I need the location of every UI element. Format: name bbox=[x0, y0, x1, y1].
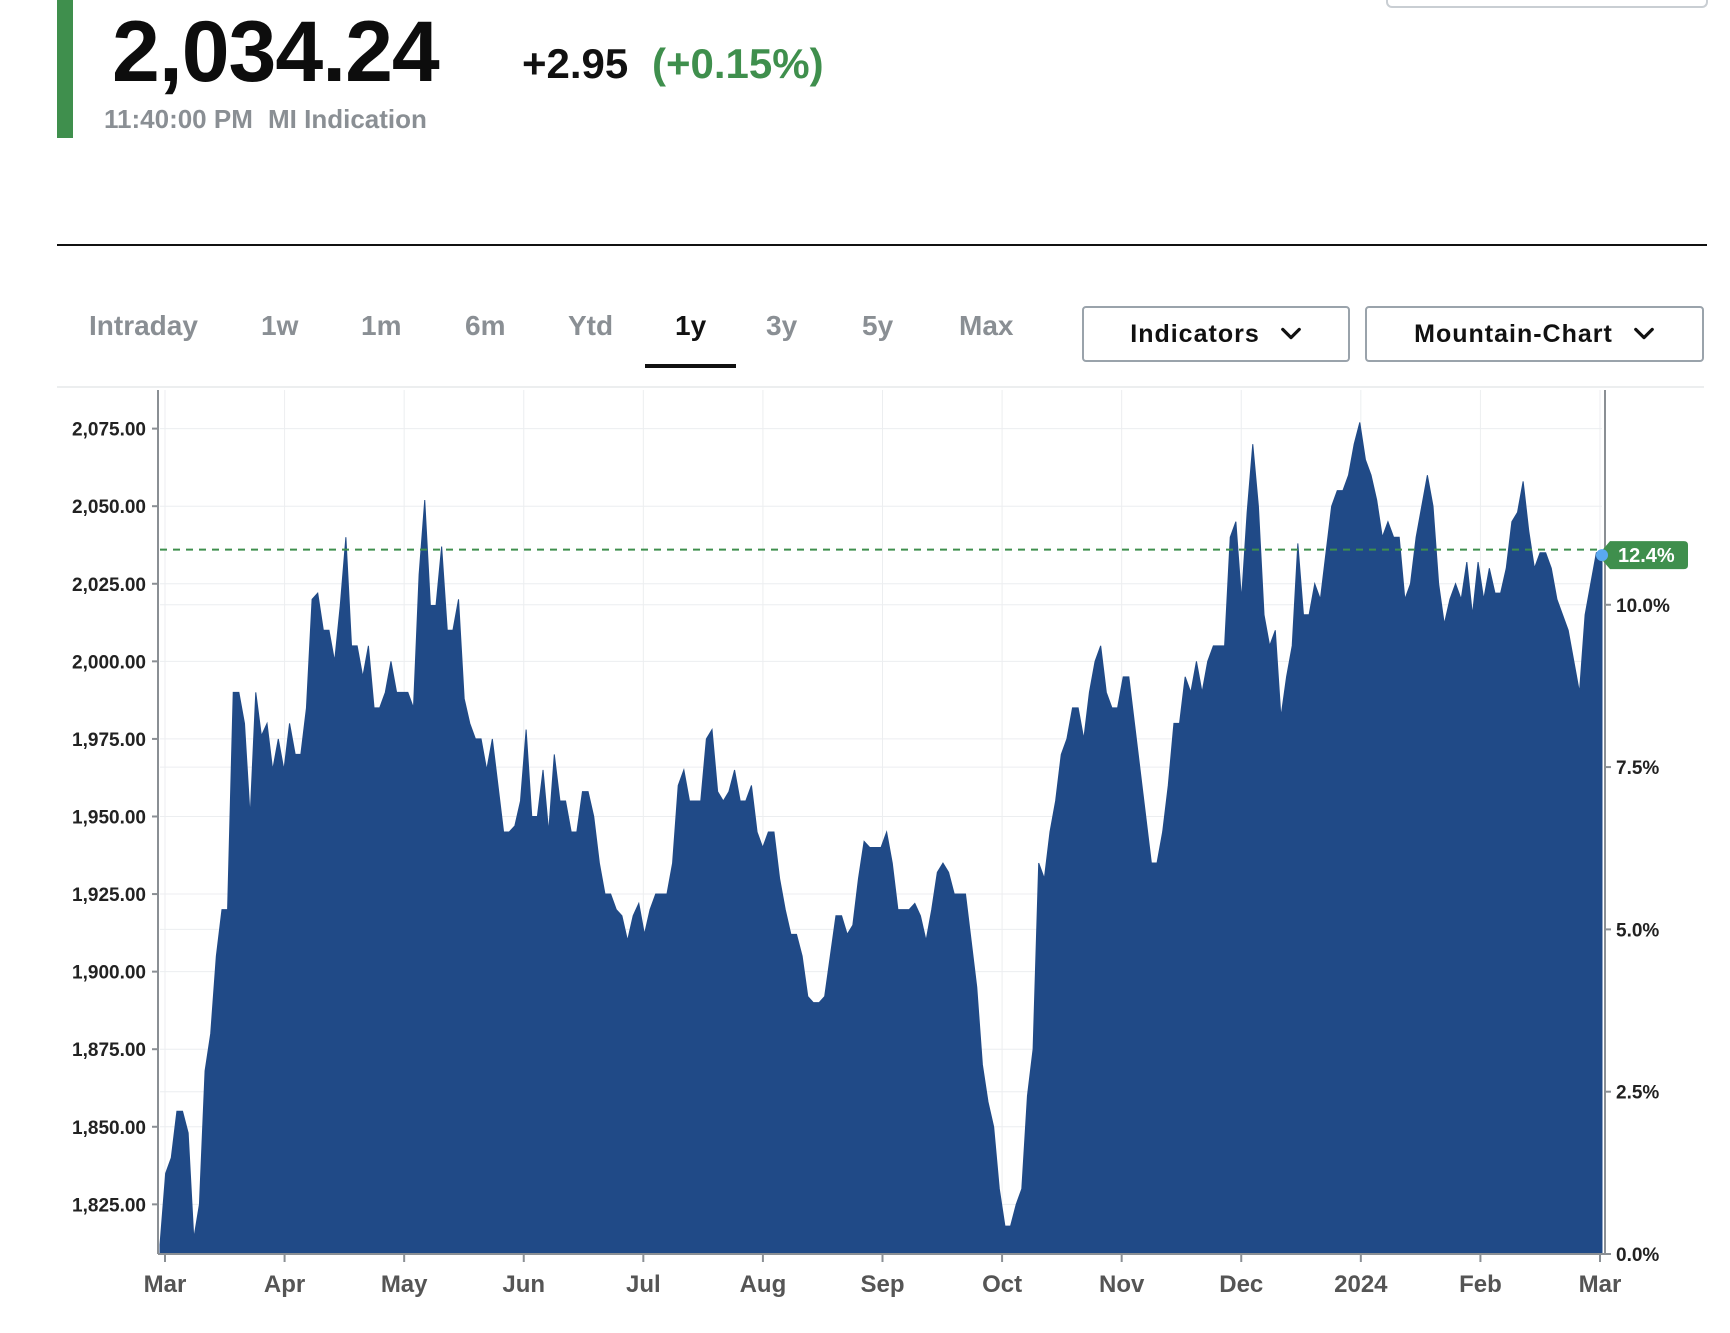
y-tick-label: 1,975.00 bbox=[72, 730, 146, 751]
x-tick-label: Nov bbox=[1099, 1271, 1145, 1298]
top-right-control[interactable] bbox=[1386, 0, 1708, 8]
price-chart[interactable]: 2,075.00 2,050.00 2,025.00 2,000.00 1,975.00… bbox=[0, 380, 1730, 1328]
tab-1m[interactable]: 1m bbox=[361, 310, 402, 341]
tab-ytd[interactable]: Ytd bbox=[568, 310, 614, 341]
x-tick-label: Dec bbox=[1219, 1271, 1263, 1298]
quote-source: MI Indication bbox=[268, 104, 427, 134]
y-right-tick-label: 2.5% bbox=[1616, 1083, 1659, 1104]
price-change: +2.95 bbox=[522, 40, 629, 87]
y-tick-label: 2,075.00 bbox=[72, 420, 146, 441]
last-price: 2,034.24 bbox=[112, 4, 440, 100]
tab-intraday[interactable]: Intraday bbox=[89, 310, 198, 341]
last-value-badge bbox=[1598, 541, 1688, 570]
indicators-label: Indicators bbox=[1130, 319, 1260, 348]
x-tick-label: Apr bbox=[264, 1271, 305, 1298]
chart-type-label: Mountain-Chart bbox=[1414, 319, 1613, 348]
tab-3y[interactable]: 3y bbox=[766, 310, 798, 341]
header-divider bbox=[57, 244, 1707, 246]
y-tick-label: 2,025.00 bbox=[72, 575, 146, 596]
tab-max[interactable]: Max bbox=[959, 310, 1014, 341]
y-tick-label: 1,825.00 bbox=[72, 1195, 146, 1216]
x-tick-label: Feb bbox=[1459, 1271, 1502, 1298]
chart-type-dropdown[interactable]: Mountain-Chart bbox=[1365, 306, 1704, 362]
x-tick-label: Oct bbox=[982, 1271, 1022, 1298]
indicators-dropdown[interactable]: Indicators bbox=[1082, 306, 1350, 362]
price-change-percent: (+0.15%) bbox=[652, 40, 824, 87]
x-tick-label: May bbox=[381, 1271, 428, 1298]
y-right-tick-label: 7.5% bbox=[1616, 758, 1659, 779]
x-tick-label: Sep bbox=[860, 1271, 904, 1298]
range-tabs: Intraday 1w 1m 6m Ytd 1y 3y 5y Max bbox=[57, 300, 1037, 370]
x-tick-label: Mar bbox=[1579, 1271, 1622, 1298]
x-tick-label: Aug bbox=[740, 1271, 787, 1298]
y-right-tick-label: 5.0% bbox=[1616, 920, 1659, 941]
x-tick-label: Jul bbox=[626, 1271, 661, 1298]
last-point-marker bbox=[1596, 549, 1608, 562]
y-tick-label: 1,850.00 bbox=[72, 1118, 146, 1139]
chevron-down-icon bbox=[1633, 327, 1654, 340]
y-tick-label: 1,925.00 bbox=[72, 885, 146, 906]
active-tab-underline bbox=[645, 364, 736, 368]
y-tick-label: 2,050.00 bbox=[72, 497, 146, 518]
y-right-tick-label: 0.0% bbox=[1616, 1245, 1659, 1266]
quote-time: 11:40:00 PM bbox=[104, 104, 253, 134]
y-right-tick-label: 10.0% bbox=[1616, 596, 1670, 617]
tab-1w[interactable]: 1w bbox=[261, 310, 299, 341]
chart-svg[interactable]: 2,075.00 2,050.00 2,025.00 2,000.00 1,975.00… bbox=[0, 380, 1730, 1328]
x-tick-label: 2024 bbox=[1334, 1271, 1388, 1298]
y-tick-label: 2,000.00 bbox=[72, 652, 146, 673]
tab-1y[interactable]: 1y bbox=[675, 310, 707, 341]
x-tick-label: Jun bbox=[502, 1271, 545, 1298]
x-tick-label: Mar bbox=[144, 1271, 187, 1298]
price-accent-bar bbox=[57, 0, 73, 138]
y-tick-label: 1,950.00 bbox=[72, 807, 146, 828]
chevron-down-icon bbox=[1280, 327, 1301, 340]
y-tick-label: 1,900.00 bbox=[72, 963, 146, 984]
tab-6m[interactable]: 6m bbox=[465, 310, 506, 341]
tab-5y[interactable]: 5y bbox=[862, 310, 894, 341]
price-area-series bbox=[159, 422, 1603, 1255]
y-tick-label: 1,875.00 bbox=[72, 1040, 146, 1061]
last-value-badge-label: 12.4% bbox=[1618, 545, 1675, 567]
